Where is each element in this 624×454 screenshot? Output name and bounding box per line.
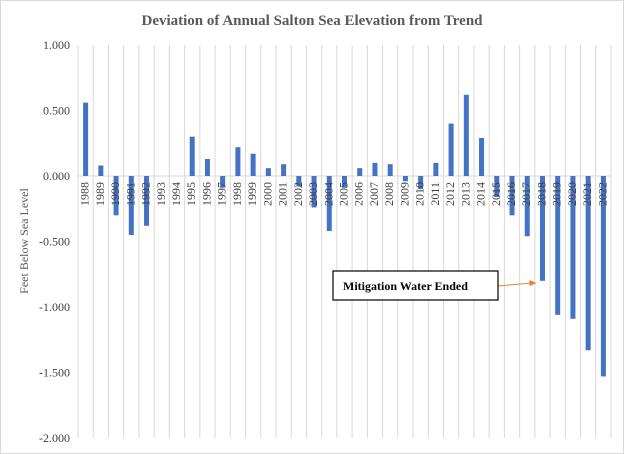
annotation-box	[332, 270, 499, 301]
bar-2013	[463, 94, 469, 176]
x-tick-label: 2008	[382, 182, 396, 206]
bar-2016	[509, 176, 515, 216]
bar-2005	[342, 176, 347, 188]
x-tick-label: 2018	[534, 182, 548, 206]
bar-1995	[189, 136, 195, 176]
y-axis-label: Feet Below Sea Level	[17, 188, 31, 294]
bar-2015	[494, 176, 500, 197]
bar-2012	[448, 123, 454, 176]
x-tick-label: 2013	[458, 182, 472, 206]
x-tick-label: 2001	[276, 182, 290, 206]
y-tick-label: 1.000	[43, 38, 70, 52]
y-tick-label: -1.500	[39, 366, 70, 380]
annotation: Mitigation Water Ended	[332, 270, 537, 301]
x-tick-label: 2015	[489, 182, 503, 206]
annotation-arrow-head	[529, 280, 537, 286]
x-tick-label: 1998	[230, 182, 244, 206]
bar-2022	[600, 176, 606, 377]
bar-2006	[357, 168, 363, 176]
grid-lines	[77, 45, 612, 438]
bar-2004	[326, 176, 332, 232]
x-tick-label: 2020	[565, 182, 579, 206]
x-tick-label: 2005	[337, 182, 351, 206]
x-tick-label: 1989	[93, 182, 107, 206]
x-tick-label: 1999	[245, 182, 259, 206]
bars	[83, 94, 606, 377]
x-tick-label: 1994	[169, 182, 183, 206]
x-tick-label: 2000	[260, 182, 274, 206]
y-tick-label: -0.500	[39, 235, 70, 249]
bar-1990	[113, 176, 119, 216]
bar-2000	[265, 168, 271, 176]
bar-1991	[128, 176, 134, 235]
x-tick-label: 1993	[154, 182, 168, 206]
y-tick-labels: -2.000 -1.500 -1.000 -0.500 0.000 0.500 1.000	[39, 38, 70, 445]
x-tick-label: 2019	[550, 182, 564, 206]
y-tick-label: -1.000	[39, 300, 70, 314]
bar-1999	[250, 153, 256, 176]
bar-2021	[585, 176, 591, 351]
x-tick-label: 2007	[367, 182, 381, 206]
x-tick-label: 1988	[78, 182, 92, 206]
x-tick-label: 2002	[291, 182, 305, 206]
bar-1996	[204, 158, 210, 176]
y-tick-label: 0.500	[43, 104, 70, 118]
y-tick-label: -2.000	[39, 431, 70, 445]
bar-2018	[539, 176, 545, 281]
annotation-text: Mitigation Water Ended	[343, 279, 468, 293]
bar-1992	[144, 176, 150, 226]
x-tick-labels: 1988 1989 1990 1991 1992 1993 1994 1995 1996 1997…	[78, 182, 610, 206]
x-tick-label: 1991	[123, 182, 137, 206]
x-tick-label: 1997	[215, 182, 229, 206]
x-tick-label: 2014	[474, 182, 488, 206]
y-tick-label: 0.000	[43, 169, 70, 183]
bar-2020	[570, 176, 576, 319]
x-tick-label: 2006	[352, 182, 366, 206]
chart-title: Deviation of Annual Salton Sea Elevation…	[141, 13, 483, 29]
bar-2014	[479, 138, 485, 176]
bar-2001	[281, 164, 287, 176]
bar-2008	[387, 164, 393, 176]
x-tick-label: 2009	[397, 182, 411, 206]
x-tick-label: 2004	[321, 182, 335, 206]
bar-2009	[402, 176, 408, 182]
x-tick-label: 2012	[443, 182, 457, 206]
bar-2010	[418, 176, 424, 190]
bar-2003	[311, 176, 317, 208]
bar-1997	[220, 176, 226, 188]
x-tick-label: 1990	[108, 182, 122, 206]
bar-2011	[433, 162, 439, 176]
bar-1989	[98, 165, 104, 176]
x-tick-label: 2010	[413, 182, 427, 206]
x-tick-label: 2021	[580, 182, 594, 206]
bar-2002	[296, 176, 302, 187]
x-tick-label: 2011	[428, 182, 442, 206]
x-tick-label: 1996	[199, 182, 213, 206]
bar-2017	[524, 176, 530, 237]
x-tick-label: 2022	[595, 182, 609, 206]
x-tick-label: 1995	[184, 182, 198, 206]
bar-2007	[372, 162, 378, 176]
bar-1998	[235, 147, 241, 176]
bar-1988	[83, 102, 89, 176]
x-tick-label: 2017	[519, 182, 533, 206]
bar-2019	[555, 176, 561, 315]
x-tick-label: 2003	[306, 182, 320, 206]
annotation-arrow	[497, 282, 532, 287]
x-tick-label: 1992	[139, 182, 153, 206]
x-tick-label: 2016	[504, 182, 518, 206]
